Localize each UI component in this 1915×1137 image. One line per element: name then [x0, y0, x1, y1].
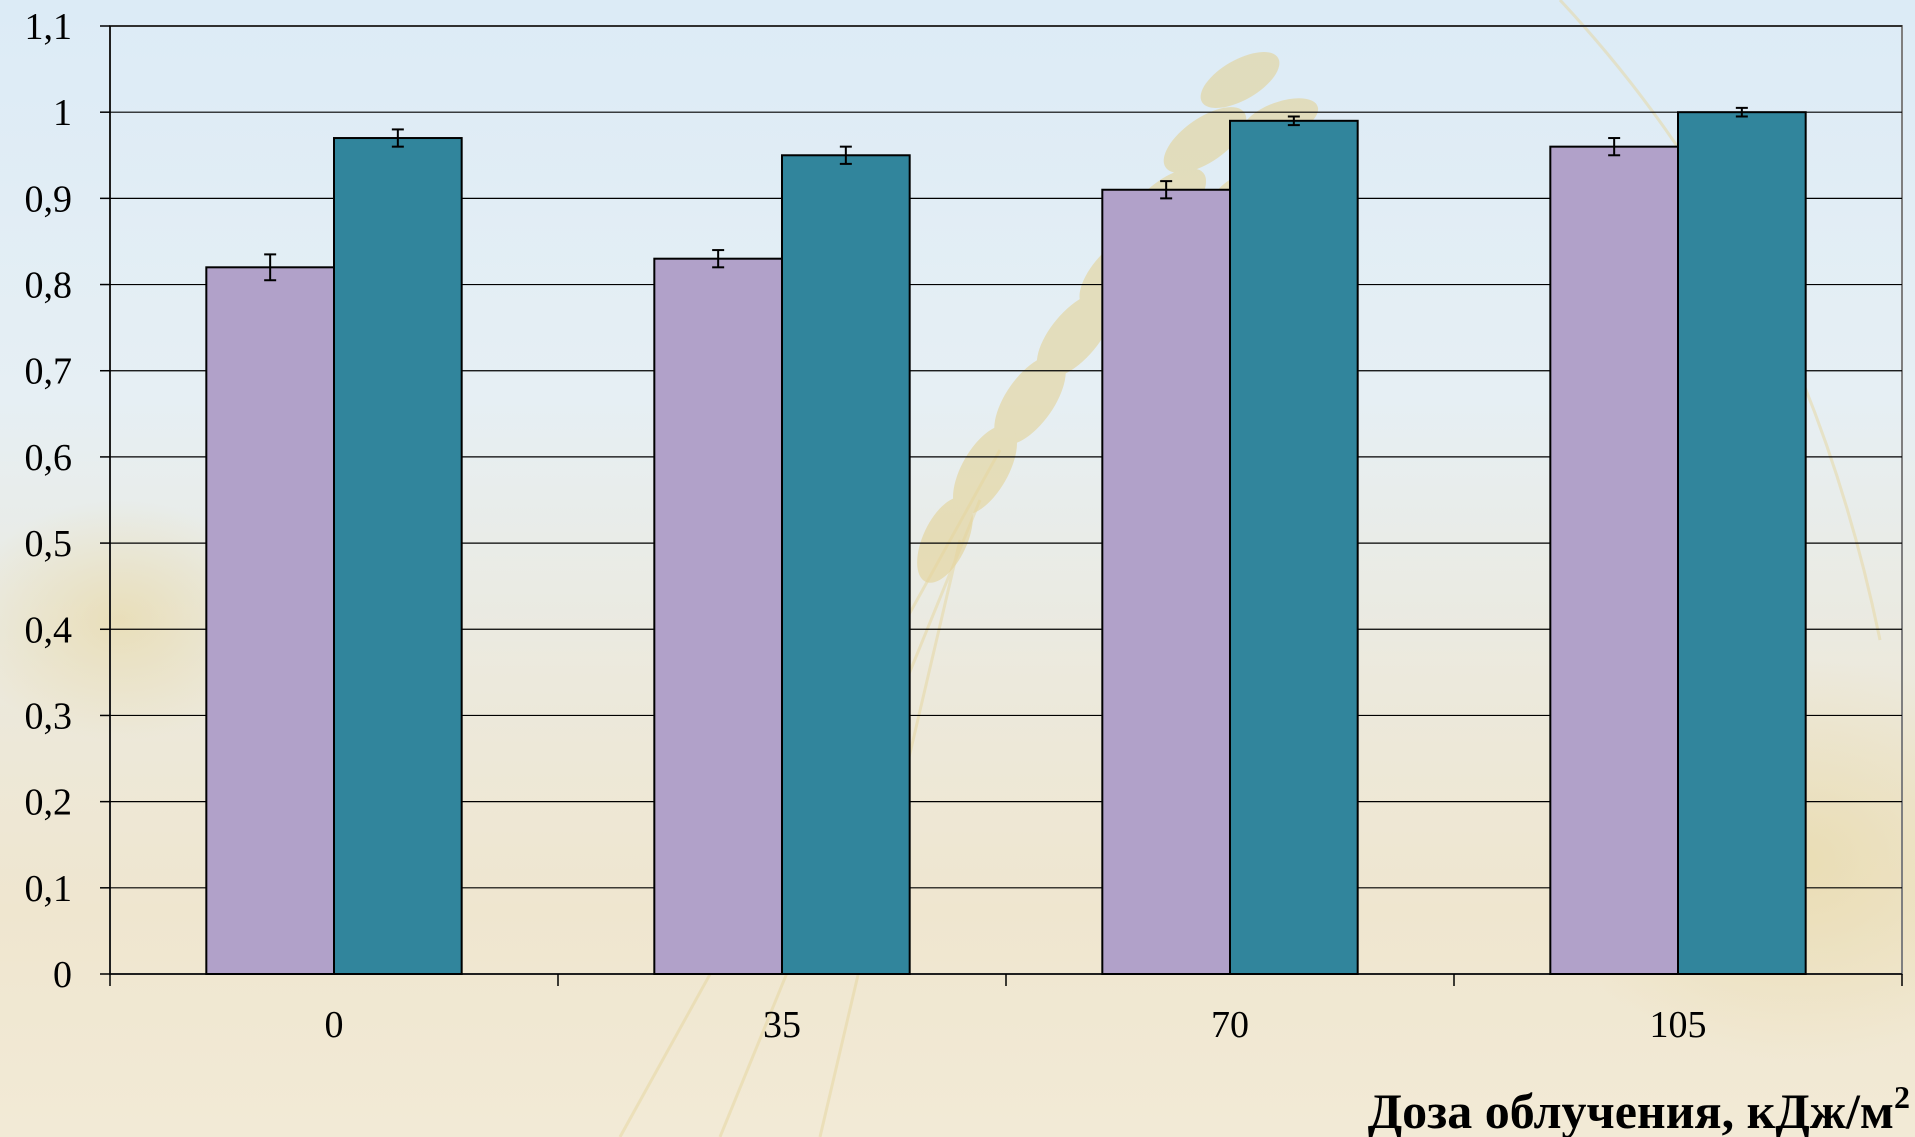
y-tick-label: 0,2: [25, 782, 73, 824]
y-tick-labels: 0 0,1 0,2 0,3 0,4 0,5 0,6 0,7 0,8 0,9 1 1,1: [25, 6, 73, 996]
y-tick-label: 1: [53, 92, 72, 134]
bar: [1677, 111, 1807, 975]
y-tick-label: 0,6: [25, 437, 73, 479]
x-tick-label: 0: [325, 1004, 344, 1046]
error-bars: [264, 106, 1748, 282]
x-axis-title-superscript: 2: [1894, 1079, 1910, 1115]
axes: [100, 25, 1903, 986]
y-tick-label: 0,8: [25, 265, 73, 307]
bar: [781, 154, 911, 976]
y-tick-label: 1,1: [25, 6, 73, 48]
x-axis-title-text: Доза облучения, кДж/м: [1368, 1083, 1894, 1137]
bar: [333, 137, 463, 975]
x-tick-label: 70: [1211, 1004, 1249, 1046]
x-axis-title: Доза облучения, кДж/м2: [1368, 1079, 1910, 1137]
bar: [1229, 119, 1359, 976]
bar: [1101, 188, 1231, 975]
y-tick-label: 0,7: [25, 351, 73, 393]
y-tick-label: 0,9: [25, 178, 73, 220]
y-tick-label: 0,4: [25, 609, 73, 651]
bar: [205, 266, 336, 975]
y-tick-label: 0,3: [25, 695, 73, 737]
y-tick-label: 0,5: [25, 523, 73, 565]
x-tick-labels: 0 35 70 105: [325, 1004, 1707, 1046]
x-tick-label: 105: [1650, 1004, 1707, 1046]
y-tick-label: 0,1: [25, 868, 73, 910]
bar: [653, 257, 784, 975]
y-tick-label: 0: [53, 954, 72, 996]
bar: [1549, 145, 1679, 975]
bars: [205, 111, 1807, 976]
x-tick-label: 35: [763, 1004, 801, 1046]
